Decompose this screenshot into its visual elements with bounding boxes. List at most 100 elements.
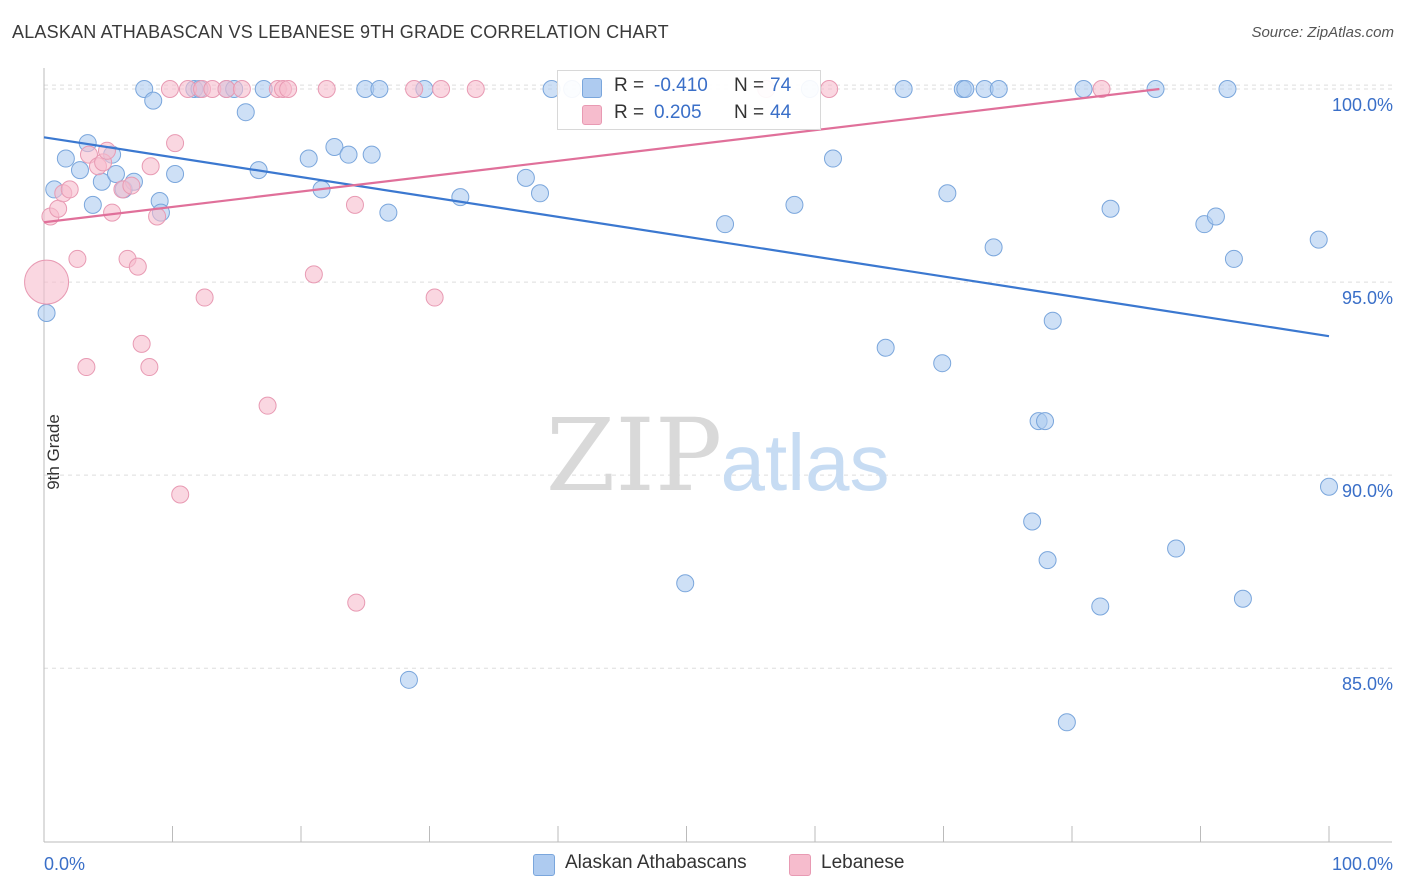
n-label: N = [734,102,765,123]
r-value: -0.410 [654,75,708,96]
blue-point [894,80,913,99]
blue-point [1309,230,1328,249]
y-axis-title: 9th Grade [43,414,63,490]
x-tick-label: 100.0% [1332,854,1393,874]
blue-point [1091,597,1110,616]
stats-row-pink: R = 0.205 N = 44 [558,102,820,126]
blue-point [1036,412,1055,431]
pink-point [60,180,79,199]
blue-point [1167,539,1186,558]
blue-point [933,354,952,373]
y-tick-label: 90.0% [1342,481,1393,501]
pink-point [258,396,277,415]
pink-point [171,485,190,504]
blue-point [531,184,550,203]
watermark-atlas: atlas [721,418,890,507]
blue-point [716,215,735,234]
blue-point [362,145,381,164]
pink-point [432,80,451,99]
n-label: N = [734,75,765,96]
legend-blue-label: Alaskan Athabascans [565,852,747,873]
pink-point [317,80,336,99]
blue-point [823,149,842,168]
blue-point [1057,713,1076,732]
y-tick-label: 95.0% [1342,288,1393,308]
blue-point [785,195,804,214]
r-value: 0.205 [654,102,702,123]
blue-point [876,338,895,357]
blue-point [106,164,125,183]
pink-point [466,80,485,99]
chart-title: ALASKAN ATHABASCAN VS LEBANESE 9TH GRADE… [12,22,669,42]
blue-point [1038,551,1057,570]
blue-point [956,80,975,99]
y-tick-label: 85.0% [1342,674,1393,694]
pink-point [405,80,424,99]
blue-point [1074,80,1093,99]
stats-box: R = -0.410 N = 74 R = 0.205 N = 44 [557,70,821,130]
blue-point [938,184,957,203]
blue-point [299,149,318,168]
pink-point [68,249,87,268]
blue-point [70,161,89,180]
pink-point [77,358,96,377]
pink-point [166,134,185,153]
blue-point [1233,589,1252,608]
pink-point [304,265,323,284]
legend-pink-label: Lebanese [821,852,905,873]
blue-point [399,670,418,689]
blue-point [37,303,56,322]
pink-point [217,80,236,99]
r-label: R = [614,75,645,96]
blue-point [370,80,389,99]
x-tick-label: 0.0% [44,854,85,874]
blue-point [1218,80,1237,99]
pink-point [141,157,160,176]
blue-point [379,203,398,222]
pink-swatch [582,105,602,125]
blue-swatch [582,78,602,98]
pink-point [160,80,179,99]
blue-point [236,103,255,122]
pink-point [279,80,298,99]
pink-point [122,176,141,195]
source-label[interactable]: Source: ZipAtlas.com [1251,24,1394,41]
pink-point [140,358,159,377]
legend-blue-swatch [533,854,555,876]
pink-point [128,257,147,276]
blue-point [1206,207,1225,226]
r-label: R = [614,102,645,123]
pink-point [195,288,214,307]
legend-pink-swatch [789,854,811,876]
pink-point [232,80,251,99]
blue-point [166,164,185,183]
n-value: 44 [770,102,792,123]
blue-point [1101,199,1120,218]
y-tick-label: 100.0% [1332,95,1393,115]
blue-point [989,80,1008,99]
pink-point [820,80,839,99]
pink-point [132,334,151,353]
pink-point [49,199,68,218]
blue-point [984,238,1003,257]
blue-point [144,91,163,110]
pink-point [347,593,366,612]
blue-point [1320,477,1338,496]
pink-trend-line [43,87,1160,224]
blue-point [676,574,695,593]
pink-point [24,259,70,305]
pink-point [425,288,444,307]
watermark-zip: ZIP [546,397,722,514]
blue-point [1043,311,1062,330]
blue-point [1023,512,1042,531]
blue-trend-line [43,136,1330,338]
n-value: 74 [770,75,792,96]
blue-point [339,145,358,164]
blue-point [516,168,535,187]
pink-point [345,195,364,214]
pink-point [97,141,116,160]
blue-point [1224,249,1243,268]
stats-row-blue: R = -0.410 N = 74 [558,75,820,99]
blue-point [83,195,102,214]
